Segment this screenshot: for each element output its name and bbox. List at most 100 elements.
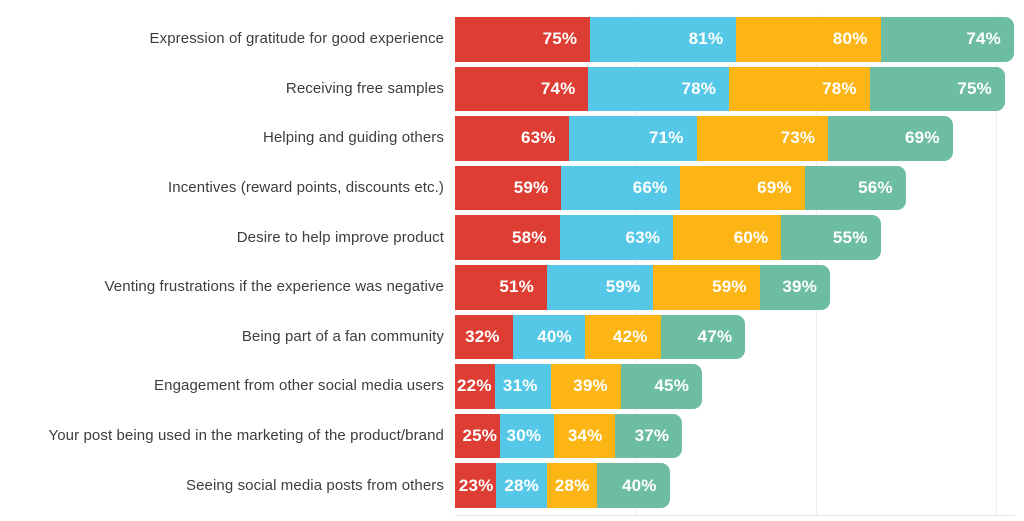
bar-segment-cyan: 30% [500, 413, 555, 459]
bar-segment-red: 59% [455, 165, 562, 211]
bar-segment-cyan: 59% [546, 264, 654, 310]
segment-value-label: 59% [513, 178, 549, 198]
bar-segment-cyan: 71% [568, 116, 697, 161]
segment-value-label: 42% [612, 326, 648, 346]
bar-row: Being part of a fan community 32% 40% 42% 47… [0, 314, 1014, 360]
bar-track: 63% 71% 73% 69% [455, 116, 953, 161]
segment-value-label: 60% [733, 227, 769, 247]
segment-value-label: 78% [822, 78, 857, 98]
bar-segment-red: 25% [455, 413, 501, 459]
bar-segment-cyan: 66% [561, 165, 681, 211]
bar-segment-yellow: 34% [554, 413, 616, 459]
bar-segment-red: 75% [455, 17, 591, 62]
segment-value-label: 74% [540, 78, 576, 98]
bar-track: 51% 59% 59% 39% [455, 264, 831, 310]
bar-row: Engagement from other social media users… [0, 364, 1014, 409]
segment-value-label: 32% [465, 326, 500, 346]
bar-segment-red: 74% [455, 66, 589, 112]
bar-segment-yellow: 28% [546, 463, 598, 508]
bar-row: Receiving free samples 74% 78% 78% 75% [0, 66, 1014, 112]
segment-value-label: 74% [966, 29, 1001, 49]
bar-track: 75% 81% 80% 74% [455, 17, 1014, 62]
segment-value-label: 75% [542, 29, 578, 49]
bar-segment-red: 58% [455, 215, 560, 260]
bar-segment-cyan: 63% [559, 215, 674, 260]
bar-segment-red: 23% [455, 463, 497, 508]
bar-track: 25% 30% 34% 37% [455, 413, 683, 459]
bar-row: Expression of gratitude for good experie… [0, 17, 1014, 62]
segment-value-label: 28% [504, 475, 539, 495]
bar-row: Helping and guiding others 63% 71% 73% 69% [0, 116, 1014, 161]
bar-segment-cyan: 31% [494, 364, 551, 409]
segment-value-label: 39% [782, 277, 818, 297]
bar-row: Venting frustrations if the experience w… [0, 264, 1014, 310]
category-label: Being part of a fan community [241, 327, 444, 345]
bar-segment-yellow: 73% [696, 116, 829, 161]
bar-segment-red: 22% [455, 364, 495, 409]
bar-segment-teal: 40% [597, 463, 670, 508]
segment-value-label: 39% [573, 376, 608, 396]
bar-segment-teal: 75% [869, 66, 1005, 112]
segment-value-label: 34% [567, 426, 603, 446]
segment-value-label: 40% [537, 326, 572, 346]
gridline [996, 14, 997, 516]
segment-value-label: 63% [520, 128, 556, 148]
bar-segment-red: 51% [455, 264, 547, 310]
segment-value-label: 80% [832, 29, 868, 49]
stacked-bar-chart: Expression of gratitude for good experie… [0, 17, 1014, 508]
segment-value-label: 45% [654, 376, 690, 396]
category-label: Helping and guiding others [262, 129, 444, 147]
bar-track: 58% 63% 60% 55% [455, 215, 881, 260]
category-label: Receiving free samples [285, 79, 444, 97]
bar-segment-yellow: 69% [680, 165, 805, 211]
category-label: Your post being used in the marketing of… [48, 427, 444, 445]
segment-value-label: 73% [780, 128, 816, 148]
segment-value-label: 30% [506, 426, 542, 446]
bar-row: Seeing social media posts from others 23%… [0, 463, 1014, 508]
segment-value-label: 69% [905, 128, 940, 148]
segment-value-label: 55% [832, 227, 868, 247]
bar-track: 32% 40% 42% 47% [455, 314, 746, 360]
bar-row: Desire to help improve product 58% 63% 60% 5… [0, 215, 1014, 260]
bar-track: 74% 78% 78% 75% [455, 66, 1005, 112]
bar-segment-yellow: 59% [653, 264, 760, 310]
segment-value-label: 66% [632, 178, 668, 198]
segment-value-label: 59% [605, 277, 641, 297]
bar-segment-yellow: 80% [736, 17, 881, 62]
segment-value-label: 71% [648, 128, 684, 148]
bar-segment-yellow: 78% [729, 66, 870, 112]
category-label: Engagement from other social media users [154, 377, 444, 395]
bar-segment-yellow: 39% [550, 364, 621, 409]
bar-segment-cyan: 28% [496, 463, 547, 508]
bar-segment-teal: 47% [660, 314, 746, 360]
bar-segment-red: 32% [455, 314, 513, 360]
bar-row: Incentives (reward points, discounts etc… [0, 165, 1014, 211]
segment-value-label: 56% [858, 178, 893, 198]
category-label: Seeing social media posts from others [186, 476, 444, 494]
segment-value-label: 22% [457, 376, 492, 396]
segment-value-label: 40% [621, 475, 657, 495]
bar-segment-red: 63% [455, 116, 569, 161]
segment-value-label: 31% [502, 376, 538, 396]
bar-segment-cyan: 40% [512, 314, 585, 360]
segment-value-label: 63% [625, 227, 661, 247]
segment-value-label: 25% [462, 426, 498, 446]
segment-value-label: 37% [634, 426, 670, 446]
category-label: Venting frustrations if the experience w… [104, 278, 444, 296]
bar-segment-teal: 55% [781, 215, 881, 260]
category-label: Expression of gratitude for good experie… [149, 30, 444, 48]
category-label: Incentives (reward points, discounts etc… [168, 179, 444, 197]
bar-track: 59% 66% 69% 56% [455, 165, 906, 211]
bar-segment-teal: 69% [828, 116, 953, 161]
bar-segment-teal: 39% [759, 264, 831, 310]
bar-track: 23% 28% 28% 40% [455, 463, 670, 508]
bar-segment-cyan: 81% [590, 17, 737, 62]
segment-value-label: 28% [554, 475, 590, 495]
segment-value-label: 51% [499, 277, 534, 297]
segment-value-label: 69% [757, 178, 792, 198]
bar-segment-yellow: 42% [584, 314, 661, 360]
segment-value-label: 23% [458, 475, 494, 495]
bar-segment-teal: 45% [620, 364, 703, 409]
segment-value-label: 58% [511, 227, 547, 247]
